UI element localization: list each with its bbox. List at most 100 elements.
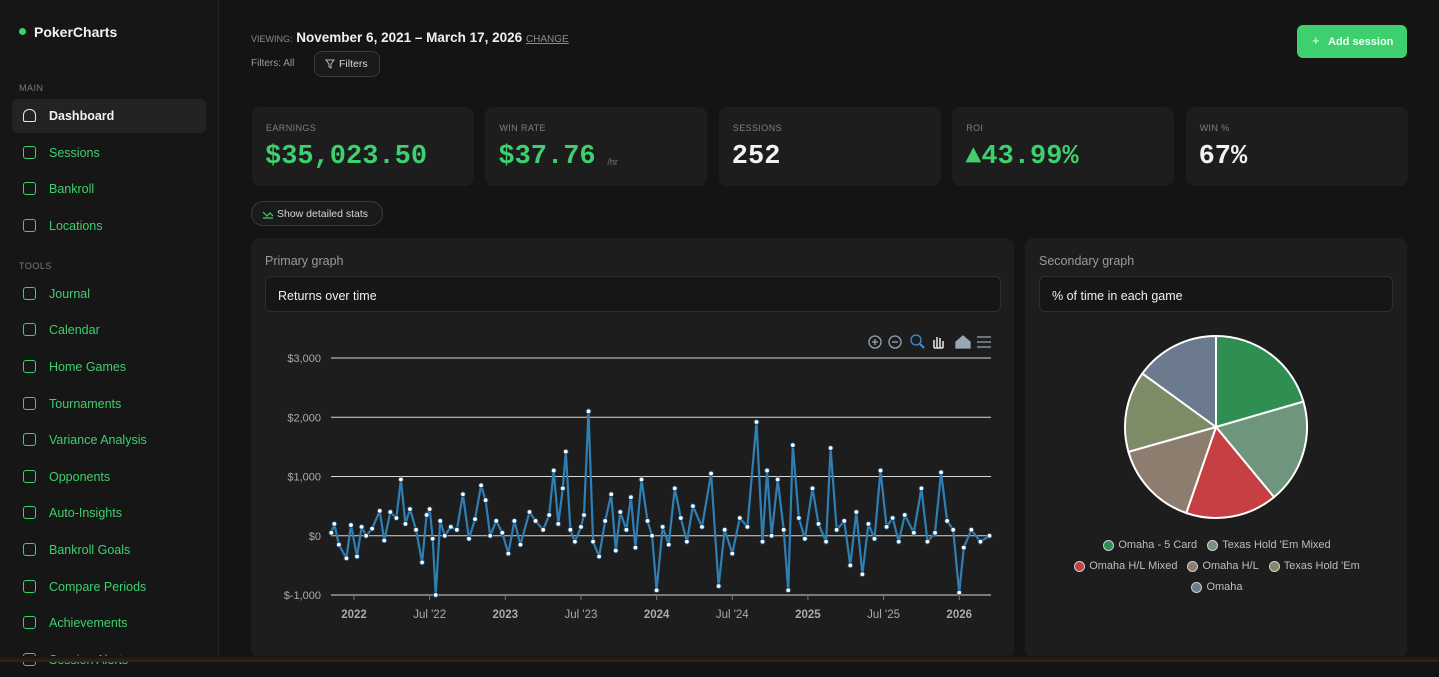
legend-swatch — [1103, 539, 1115, 551]
pie-slice[interactable] — [1127, 425, 1218, 515]
legend-item[interactable]: Omaha H/L — [1187, 560, 1259, 572]
nav-item[interactable]: Achievements — [12, 606, 206, 640]
viewing-label: VIEWING: — [251, 34, 293, 44]
plus-icon: + — [1312, 33, 1320, 48]
nav-item[interactable]: Sessions — [12, 136, 206, 170]
x-tick-label: Jul '24 — [716, 609, 749, 621]
nav-label: Locations — [49, 218, 103, 233]
legend-swatch — [1191, 581, 1203, 593]
data-point — [785, 587, 792, 594]
nav-item[interactable]: Calendar — [12, 313, 206, 347]
nav-item[interactable]: Variance Analysis — [12, 423, 206, 457]
data-point — [901, 512, 908, 518]
data-point — [677, 515, 684, 521]
data-point — [487, 532, 494, 539]
pie-slice[interactable] — [1214, 400, 1308, 499]
data-point — [482, 497, 489, 504]
data-point — [511, 518, 518, 524]
brand-dot — [19, 28, 26, 35]
data-point — [699, 523, 705, 530]
data-point — [398, 476, 404, 483]
home-icon[interactable] — [955, 335, 971, 349]
legend-swatch — [1187, 560, 1199, 572]
nav-item[interactable]: Compare Periods — [12, 570, 206, 604]
data-point — [795, 515, 802, 521]
data-point — [780, 526, 787, 533]
bottom-glow — [0, 656, 1439, 662]
legend-item[interactable]: Omaha — [1191, 581, 1243, 593]
data-point — [764, 467, 770, 474]
data-point — [540, 526, 547, 533]
data-point — [823, 538, 829, 545]
data-point — [532, 518, 539, 524]
legend-item[interactable]: Omaha - 5 Card — [1103, 539, 1197, 551]
data-point — [768, 532, 775, 539]
menu-icon[interactable] — [977, 336, 991, 348]
legend-swatch — [1074, 560, 1086, 572]
nav-item[interactable]: Opponents — [12, 460, 206, 494]
nav-item[interactable]: Journal — [12, 277, 206, 311]
pie-slice[interactable] — [1140, 334, 1217, 429]
pan-icon[interactable] — [933, 337, 944, 349]
legend-label: Texas Hold 'Em Mixed — [1222, 539, 1331, 551]
legend-swatch — [1207, 539, 1219, 551]
data-point — [889, 515, 896, 521]
stat-card: ROI ▲43.99% — [952, 107, 1175, 186]
graph-select[interactable]: % of time in each game — [1039, 276, 1393, 312]
data-point — [809, 485, 816, 492]
nav-item[interactable]: Bankroll — [12, 172, 206, 206]
data-point — [853, 509, 860, 515]
nav-item[interactable]: Home Games — [12, 350, 206, 384]
add-session-button[interactable]: + Add session — [1297, 25, 1407, 58]
line-chart: $-1,000 $0 $1,000 $2,000 $3,000 2022 Jul '22 20… — [284, 353, 993, 621]
nav-item[interactable]: Locations — [12, 209, 206, 243]
data-point — [567, 526, 574, 533]
data-point — [859, 571, 866, 578]
zoom-out-icon[interactable] — [888, 335, 902, 349]
zoom-icon[interactable] — [910, 334, 922, 346]
detailed-stats-button[interactable]: Show detailed stats — [251, 201, 383, 226]
nav-label: Opponents — [49, 469, 111, 484]
y-tick-label: $3,000 — [287, 353, 321, 365]
change-link[interactable]: CHANGE — [525, 34, 569, 45]
graph-select-label: Returns over time — [278, 289, 377, 303]
x-tick-label: 2024 — [644, 609, 670, 621]
data-point — [960, 544, 967, 551]
pie-slice[interactable] — [1124, 372, 1219, 454]
x-tick-label: 2023 — [493, 609, 519, 621]
data-point — [683, 538, 690, 545]
data-point — [910, 529, 917, 536]
zoom-in-icon[interactable] — [868, 335, 882, 349]
stat-value: ▲43.99% — [965, 142, 1079, 172]
brand[interactable]: PokerCharts — [34, 24, 118, 40]
legend-item[interactable]: Omaha H/L Mixed — [1074, 560, 1177, 572]
pie-slice[interactable] — [1215, 334, 1305, 429]
nav-item[interactable]: Tournaments — [12, 387, 206, 421]
stat-label: ROI — [966, 123, 984, 133]
data-point — [627, 494, 634, 501]
stat-label: WIN RATE — [499, 123, 546, 133]
filters-button[interactable]: Filters — [314, 51, 380, 77]
legend-item[interactable]: Texas Hold 'Em Mixed — [1207, 539, 1331, 551]
data-point — [721, 526, 728, 533]
nav-label: Home Games — [49, 360, 127, 374]
filters-button-label: Filters — [339, 58, 368, 70]
data-point — [950, 526, 957, 533]
data-point — [402, 521, 409, 527]
legend-swatch — [1268, 560, 1280, 572]
nav-icon — [23, 145, 36, 159]
stat-label: EARNINGS — [266, 123, 317, 133]
graph-select[interactable]: Returns over time — [265, 276, 1001, 312]
data-point — [671, 485, 678, 492]
nav-item[interactable]: Dashboard — [12, 99, 206, 133]
data-point — [968, 526, 975, 533]
data-point — [354, 553, 360, 560]
y-tick-label: $0 — [309, 531, 321, 543]
legend-item[interactable]: Texas Hold 'Em — [1268, 560, 1360, 572]
data-point — [715, 583, 722, 590]
data-point — [505, 550, 512, 557]
data-point — [623, 526, 630, 533]
nav-item[interactable]: Auto-Insights — [12, 496, 206, 530]
nav-item[interactable]: Bankroll Goals — [12, 533, 206, 567]
